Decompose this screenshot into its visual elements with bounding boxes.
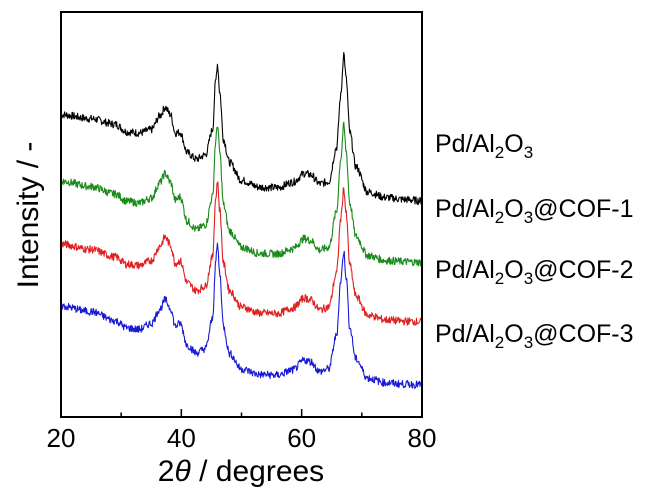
series-label-layer: Pd/Al2O3Pd/Al2O3@COF-1Pd/Al2O3@COF-2Pd/A…: [435, 130, 634, 352]
series-3-line: [60, 181, 423, 326]
series-4-line: [60, 242, 423, 389]
series-4-label-part: O: [504, 320, 523, 348]
series-4-label-part: Pd/Al: [435, 320, 495, 348]
series-4-label-part: @COF-3: [533, 320, 633, 348]
x-axis-title-part-3: / degrees: [191, 455, 324, 488]
series-4-label: Pd/Al2O3@COF-3: [435, 320, 634, 352]
series-layer: [60, 52, 423, 389]
series-1-label: Pd/Al2O3: [435, 130, 533, 162]
y-axis-title: Intensity / -: [12, 142, 45, 289]
series-2-label: Pd/Al2O3@COF-1: [435, 195, 634, 227]
series-2-label-part: @COF-1: [533, 195, 633, 223]
x-tick-label: 60: [287, 423, 316, 453]
series-3-label-part: 3: [524, 269, 533, 288]
series-3-label-part: @COF-2: [533, 256, 633, 284]
series-3-label-part: Pd/Al: [435, 256, 495, 284]
series-1-label-part: 3: [524, 143, 533, 162]
x-tick-label: 20: [47, 423, 76, 453]
x-tick-label: 80: [408, 423, 437, 453]
plot-frame: [60, 11, 423, 418]
series-2-label-part: Pd/Al: [435, 195, 495, 223]
series-4-label-part: 3: [524, 333, 533, 352]
series-2-label-part: O: [504, 195, 523, 223]
series-2-label-part: 3: [524, 208, 533, 227]
tick-layer: 20 40 60 80: [47, 409, 437, 453]
series-4-label-part: 2: [495, 333, 504, 352]
series-3-label-part: O: [504, 256, 523, 284]
series-1-label-part: 2: [495, 143, 504, 162]
x-tick-label: 40: [167, 423, 196, 453]
x-axis-title: 2θ / degrees: [158, 455, 324, 488]
series-1-label-part: O: [504, 130, 523, 158]
series-1-line: [60, 52, 423, 205]
x-axis-title-theta: θ: [174, 455, 191, 488]
x-axis-title-part-1: 2: [158, 455, 175, 488]
series-1-label-part: Pd/Al: [435, 130, 495, 158]
series-3-label: Pd/Al2O3@COF-2: [435, 256, 634, 288]
series-2-line: [60, 121, 423, 267]
series-3-label-part: 2: [495, 269, 504, 288]
series-2-label-part: 2: [495, 208, 504, 227]
